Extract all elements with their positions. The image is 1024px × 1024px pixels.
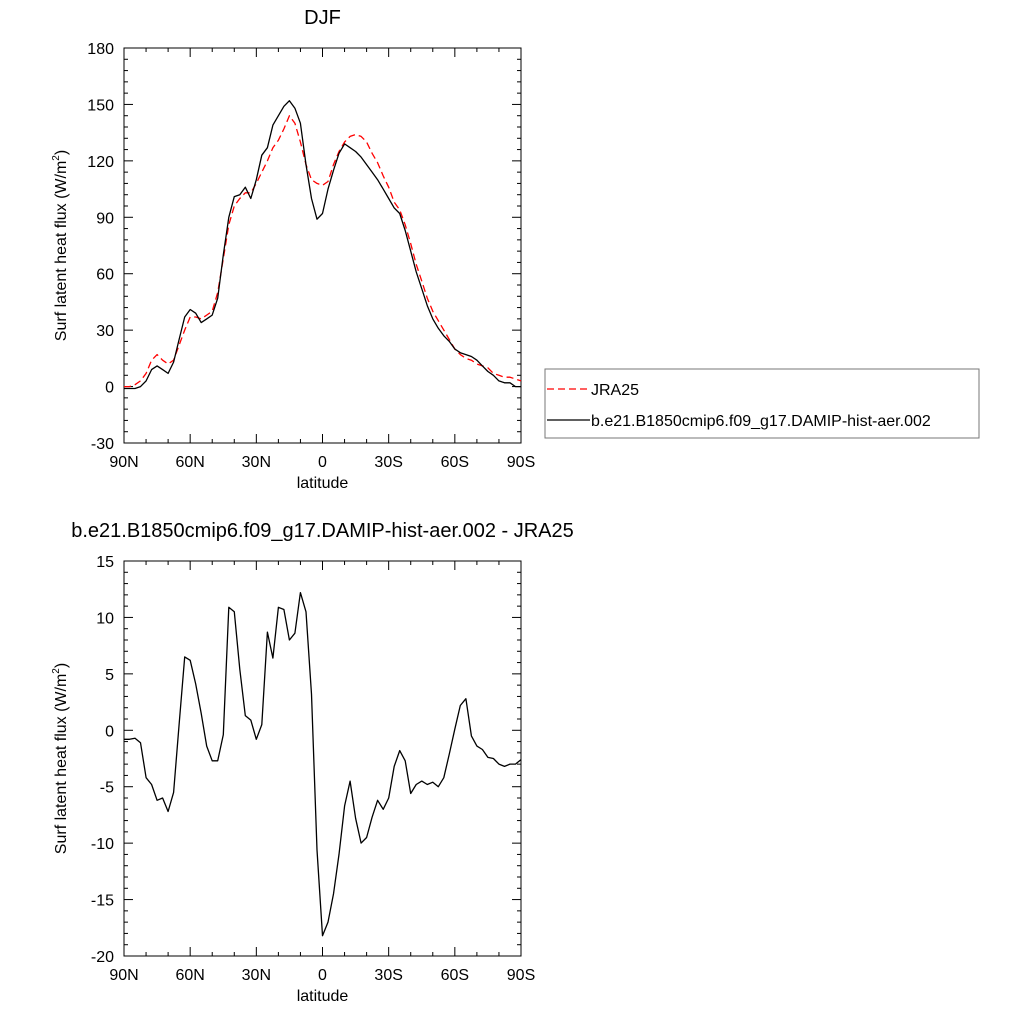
- x-tick-label: 30N: [242, 967, 271, 984]
- y-tick-label: -5: [100, 780, 114, 797]
- y-tick-label: 60: [96, 267, 114, 284]
- x-axis-label: latitude: [297, 475, 349, 492]
- x-tick-label: 90N: [109, 967, 138, 984]
- y-tick-label: 120: [87, 154, 114, 171]
- y-tick-label: 15: [96, 554, 114, 571]
- series-line-1: [124, 115, 522, 388]
- x-tick-label: 0: [318, 454, 327, 471]
- chart-panel-1: DJF 90N 60N 30N 0 30S 60S 90S -30 0 30 60 90 120 150 18…: [51, 7, 980, 492]
- x-tick-label: 90S: [507, 454, 535, 471]
- x-tick-label: 90S: [507, 967, 535, 984]
- y-tick-label: 5: [105, 667, 114, 684]
- y-tick-label: 90: [96, 210, 114, 227]
- y-tick-label: -10: [91, 836, 114, 853]
- y-tick-label: 150: [87, 97, 114, 114]
- chart-title: DJF: [304, 7, 341, 29]
- x-tick-label: 0: [318, 967, 327, 984]
- plot-frame: [123, 47, 522, 444]
- x-tick-label: 60S: [441, 454, 469, 471]
- y-axis-label: Surf latent heat flux (W/m2): [51, 150, 70, 341]
- legend-label-2: b.e21.B1850cmip6.f09_g17.DAMIP-hist-aer.…: [591, 413, 931, 430]
- y-tick-label: 0: [105, 723, 114, 740]
- chart-title: b.e21.B1850cmip6.f09_g17.DAMIP-hist-aer.…: [71, 520, 574, 542]
- x-axis-label: latitude: [297, 988, 349, 1005]
- y-tick-label: 180: [87, 41, 114, 58]
- x-tick-label: 30N: [242, 454, 271, 471]
- x-tick-label: 30S: [374, 967, 402, 984]
- legend-box: [544, 368, 980, 439]
- legend-label-1: JRA25: [591, 382, 639, 399]
- y-tick-label: 30: [96, 323, 114, 340]
- y-tick-label: -20: [91, 949, 114, 966]
- series-line-2: [124, 100, 521, 390]
- series-line-1: [124, 591, 522, 937]
- x-tick-label: 60N: [175, 967, 204, 984]
- x-tick-label: 60N: [175, 454, 204, 471]
- chart-panel-2: b.e21.B1850cmip6.f09_g17.DAMIP-hist-aer.…: [51, 520, 574, 1005]
- legend: JRA25 b.e21.B1850cmip6.f09_g17.DAMIP-hist…: [544, 368, 980, 439]
- x-tick-label: 90N: [109, 454, 138, 471]
- y-tick-label: -30: [91, 436, 114, 453]
- x-tick-label: 60S: [441, 967, 469, 984]
- plot-frame: [123, 560, 522, 957]
- y-tick-label: -15: [91, 893, 114, 910]
- y-tick-label: 10: [96, 610, 114, 627]
- y-axis-label: Surf latent heat flux (W/m2): [51, 663, 70, 854]
- x-tick-label: 30S: [374, 454, 402, 471]
- y-tick-label: 0: [105, 380, 114, 397]
